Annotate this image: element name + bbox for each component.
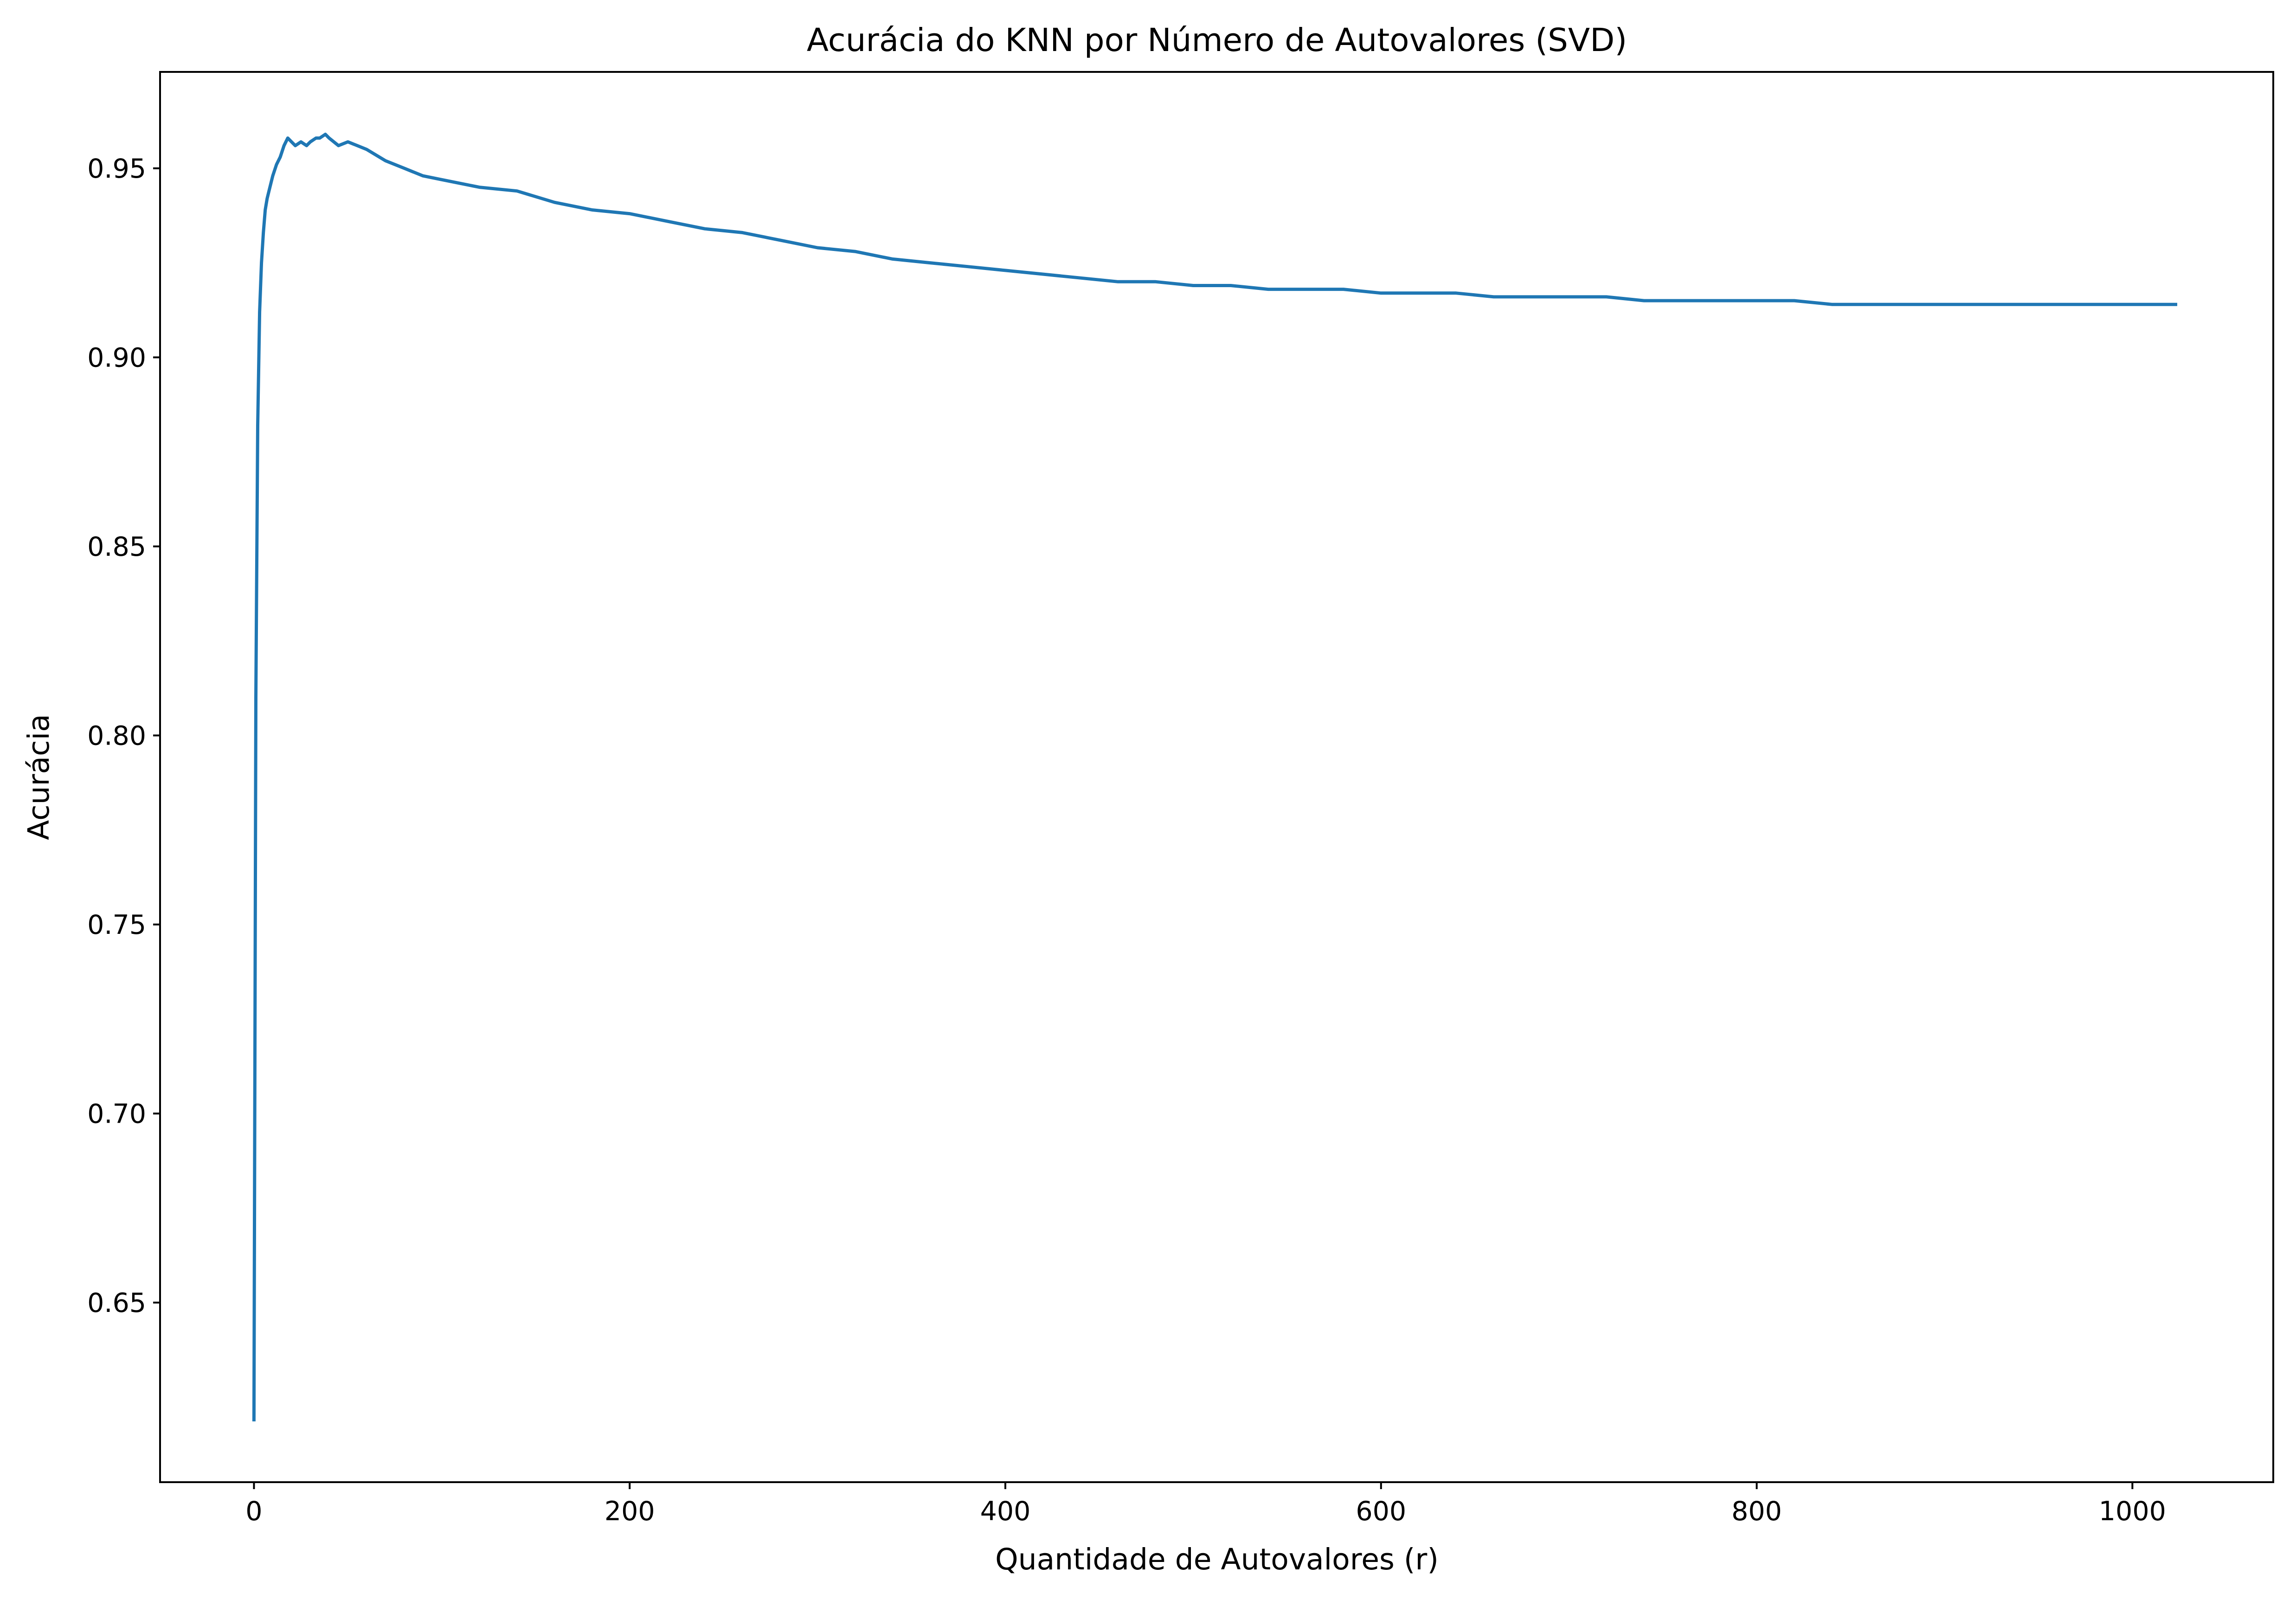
x-tick-label: 400 [980, 1496, 1031, 1527]
chart-title: Acurácia do KNN por Número de Autovalore… [807, 22, 1627, 59]
y-tick-label: 0.85 [87, 532, 146, 562]
x-axis-label: Quantidade de Autovalores (r) [995, 1542, 1439, 1576]
x-tick-label: 200 [605, 1496, 655, 1527]
y-tick-label: 0.80 [87, 720, 146, 751]
y-tick-label: 0.70 [87, 1099, 146, 1129]
x-tick-label: 1000 [2099, 1496, 2166, 1527]
y-tick-label: 0.95 [87, 154, 146, 184]
plot-area [159, 71, 2274, 1483]
x-tick-label: 800 [1731, 1496, 1782, 1527]
x-tick-label: 0 [245, 1496, 262, 1527]
accuracy-line [252, 133, 2177, 1422]
y-tick-label: 0.90 [87, 342, 146, 373]
y-axis-label: Acurácia [22, 714, 56, 840]
x-axis: 0 200 400 600 800 1000 [245, 1482, 2166, 1527]
plot-frame [159, 71, 2274, 1483]
y-tick-label: 0.65 [87, 1288, 146, 1318]
y-axis: 0.65 0.70 0.75 0.80 0.85 0.90 0.95 [87, 154, 160, 1318]
x-tick-label: 600 [1356, 1496, 1406, 1527]
y-tick-label: 0.75 [87, 910, 146, 940]
